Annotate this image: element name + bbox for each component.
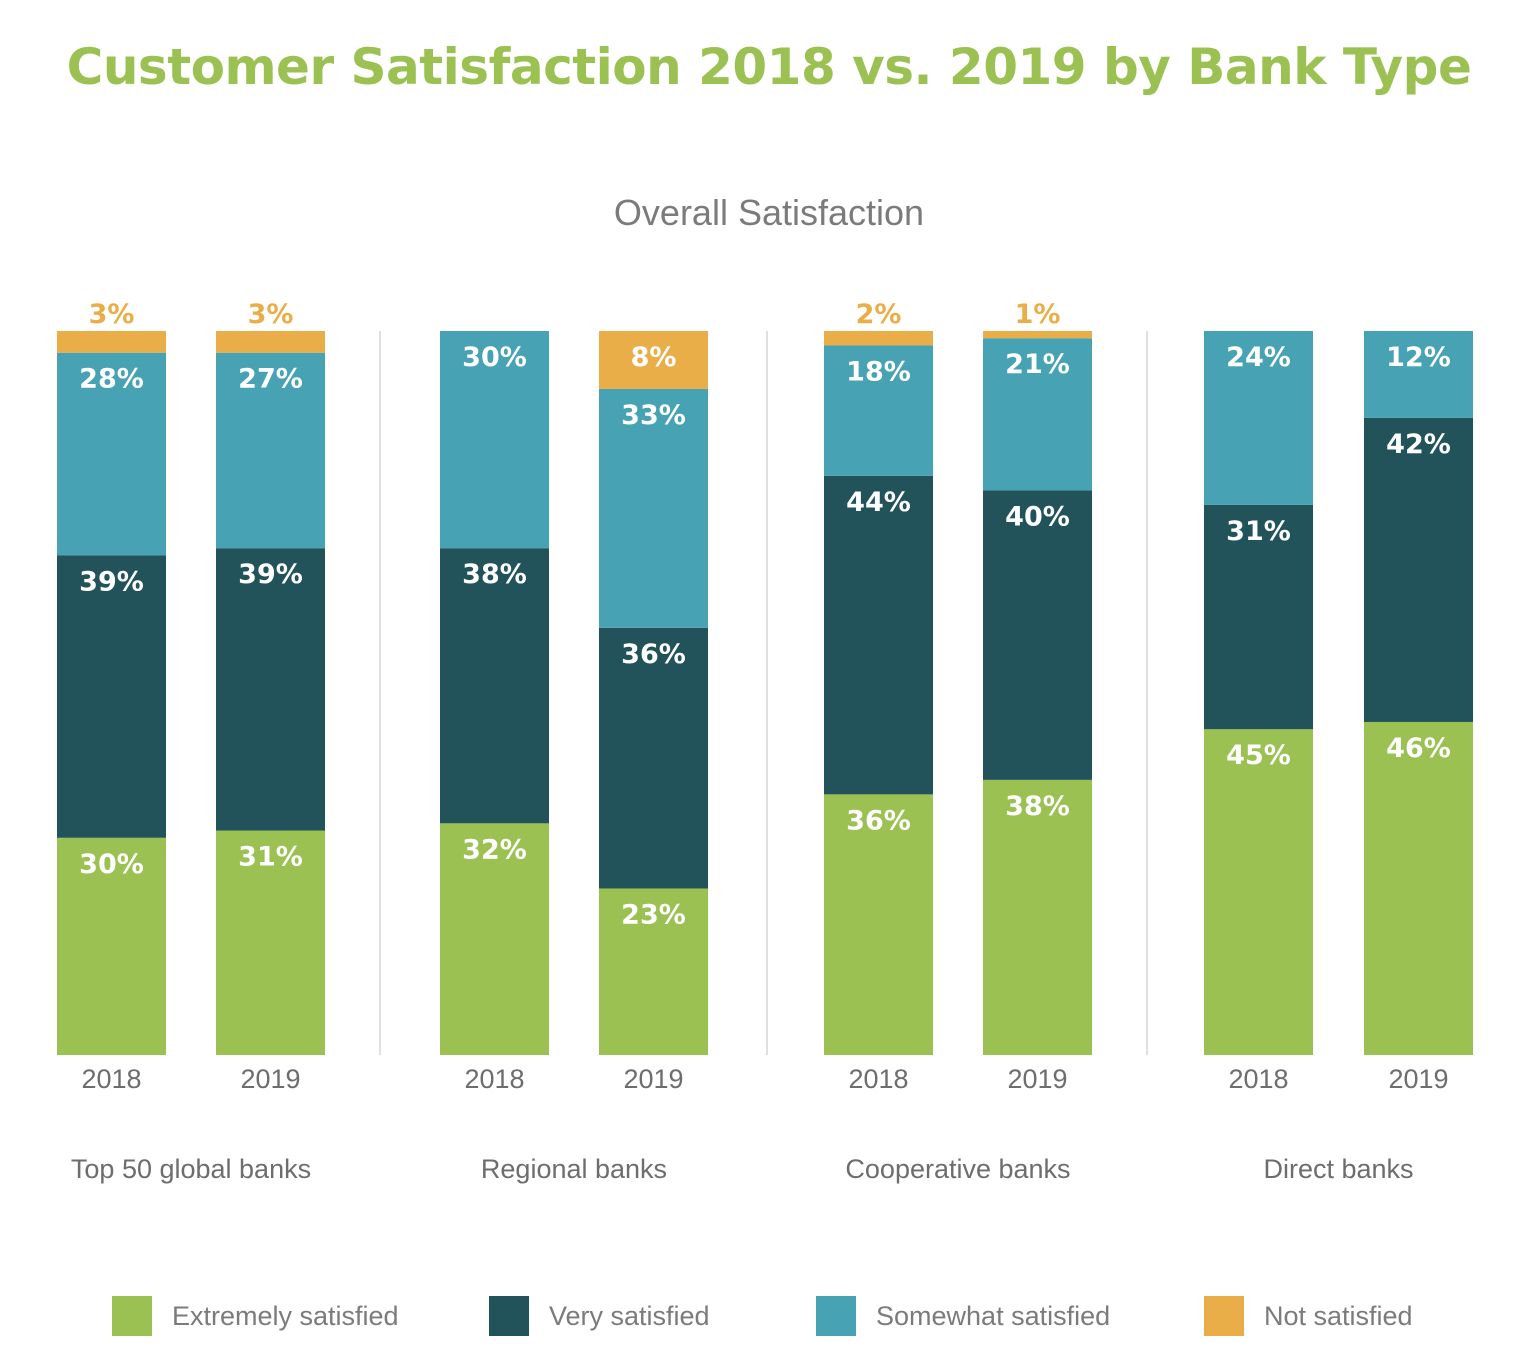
data-label: 12% [1386,342,1451,373]
group-label: Regional banks [481,1154,667,1184]
bar-segment-very-satisfied [57,555,166,838]
bar-segment-very-satisfied [216,548,325,831]
data-label: 8% [631,342,677,373]
stacked-bar-chart: 30% 39% 28% 3% 2018 31% 39% 27% 3% 2019 Top 50 glo… [57,299,1473,1184]
data-label: 45% [1226,740,1291,771]
data-label: 28% [79,364,144,395]
x-tick-label: 2019 [1388,1064,1448,1094]
legend-label: Very satisfied [549,1300,710,1331]
bar-segment-not-satisfied [983,331,1092,339]
legend-swatch-not-satisfied [1204,1296,1244,1336]
legend-label: Extremely satisfied [172,1300,399,1331]
data-label: 27% [238,364,303,395]
x-tick-label: 2019 [240,1064,300,1094]
bar-segment-extremely-satisfied [57,837,166,1055]
x-tick-label: 2019 [623,1064,683,1094]
x-tick-label: 2018 [464,1064,524,1094]
data-label: 36% [621,639,686,670]
group-label: Cooperative banks [845,1154,1070,1184]
data-label: 30% [79,849,144,880]
bar-segment-somewhat-satisfied [1364,331,1473,418]
data-label: 38% [462,559,527,590]
bar-segment-extremely-satisfied [824,794,933,1055]
legend-item-somewhat-satisfied: Somewhat satisfied [816,1294,1110,1338]
bar-segment-very-satisfied [599,627,708,889]
data-label: 38% [1005,791,1070,822]
data-label: 24% [1226,342,1291,373]
data-label: 32% [462,834,527,865]
bar-segment-extremely-satisfied [1204,729,1313,1055]
bar-segment-somewhat-satisfied [440,331,549,549]
data-label: 2% [856,299,902,330]
data-label: 21% [1005,349,1070,380]
chart-title: Customer Satisfaction 2018 vs. 2019 by B… [66,38,1472,96]
x-tick-label: 2018 [848,1064,908,1094]
data-label: 31% [1226,516,1291,547]
bar-segment-somewhat-satisfied [983,338,1092,491]
data-label: 42% [1386,429,1451,460]
data-label: 23% [621,899,686,930]
legend-item-very-satisfied: Very satisfied [489,1294,710,1338]
data-label: 33% [621,400,686,431]
group-label: Top 50 global banks [71,1154,311,1184]
legend-label: Somewhat satisfied [876,1300,1111,1331]
bar-segment-extremely-satisfied [599,888,708,1055]
legend-swatch-somewhat-satisfied [816,1296,856,1336]
bar-segment-somewhat-satisfied [599,388,708,628]
bar-segment-very-satisfied [1204,504,1313,730]
legend-swatch-very-satisfied [489,1296,529,1336]
data-label: 3% [248,299,294,330]
bar-segment-extremely-satisfied [983,779,1092,1055]
bar-segment-not-satisfied [824,331,933,346]
bar-segment-somewhat-satisfied [1204,331,1313,505]
bar-segment-extremely-satisfied [1364,721,1473,1055]
data-label: 44% [846,487,911,518]
data-label: 39% [238,559,303,590]
bar-segment-extremely-satisfied [216,830,325,1055]
legend-item-extremely-satisfied: Extremely satisfied [112,1294,399,1338]
bar-segment-extremely-satisfied [440,823,549,1055]
data-label: 40% [1005,501,1070,532]
data-label: 39% [79,566,144,597]
data-label: 31% [238,842,303,873]
chart-subtitle: Overall Satisfaction [613,192,925,233]
bar-segment-somewhat-satisfied [824,345,933,476]
bar-segment-very-satisfied [440,548,549,824]
legend: Extremely satisfied Very satisfied Somew… [0,1294,1538,1338]
bar-segment-not-satisfied [216,331,325,353]
bar-segment-very-satisfied [824,475,933,795]
bar-segment-not-satisfied [57,331,166,353]
data-label: 30% [462,342,527,373]
group-label: Direct banks [1263,1154,1413,1184]
bar-segment-not-satisfied [599,331,708,389]
data-label: 3% [89,299,135,330]
x-tick-label: 2018 [81,1064,141,1094]
bar-segment-very-satisfied [1364,417,1473,722]
bar-segment-somewhat-satisfied [216,352,325,549]
data-label: 18% [846,356,911,387]
bar-segment-very-satisfied [983,490,1092,780]
legend-label: Not satisfied [1264,1300,1413,1331]
legend-item-not-satisfied: Not satisfied [1204,1294,1413,1338]
x-tick-label: 2019 [1007,1064,1067,1094]
data-label: 36% [846,805,911,836]
data-label: 1% [1015,299,1061,330]
x-tick-label: 2018 [1228,1064,1288,1094]
data-label: 46% [1386,733,1451,764]
legend-swatch-extremely-satisfied [112,1296,152,1336]
bar-segment-somewhat-satisfied [57,352,166,556]
